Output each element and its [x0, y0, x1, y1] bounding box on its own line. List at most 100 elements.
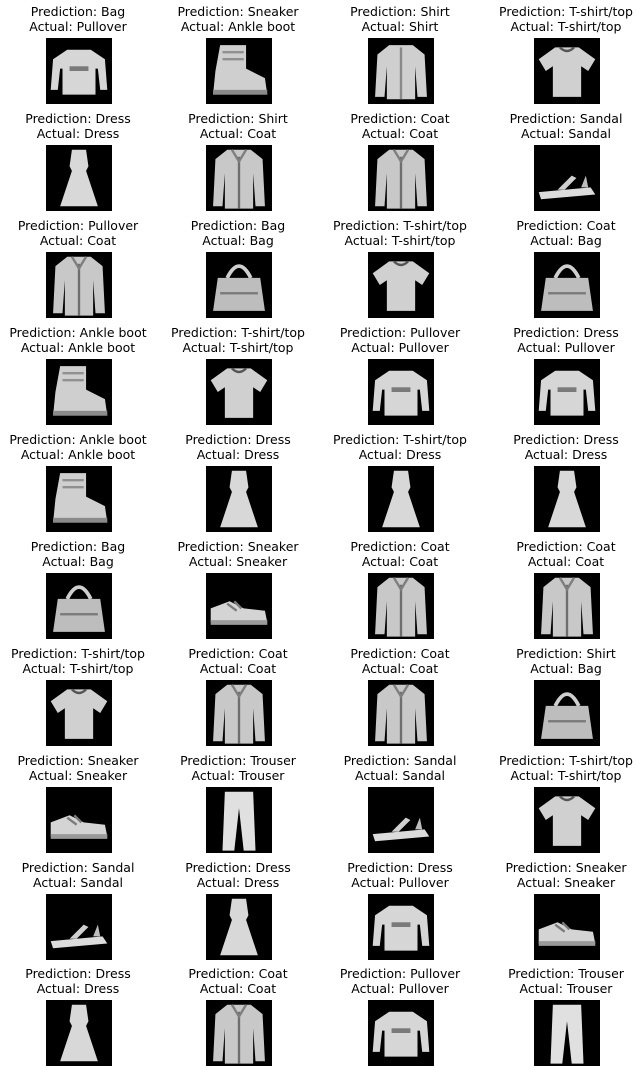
actual-label: Actual: Ankle boot: [20, 447, 136, 462]
sample-cell: Prediction: T-shirt/top Actual: T-shirt/t…: [487, 749, 637, 853]
sneaker-icon: [210, 600, 267, 625]
sample-cell: Prediction: T-shirt/top Actual: T-shirt/t…: [487, 0, 637, 104]
sample-caption: Prediction: Bag Actual: Bag: [159, 218, 318, 248]
dress-icon: [59, 149, 98, 207]
prediction-label: Prediction: Dress: [25, 111, 131, 126]
sample-caption: Prediction: Sandal Actual: Sandal: [487, 111, 637, 141]
sample-image: [533, 573, 600, 639]
sample-cell: Prediction: Dress Actual: Dress: [159, 856, 318, 960]
tshirt-icon: [50, 688, 107, 739]
actual-label: Actual: Bag: [530, 233, 602, 248]
tshirt-icon: [210, 367, 267, 418]
sample-caption: Prediction: Dress Actual: Dress: [487, 432, 637, 462]
sample-cell: Prediction: Bag Actual: Bag: [159, 214, 318, 318]
trouser-icon: [222, 791, 255, 851]
actual-label: Actual: Coat: [39, 233, 117, 248]
actual-label: Actual: Sandal: [33, 875, 123, 890]
sample-caption: Prediction: Sneaker Actual: Sneaker: [159, 539, 318, 569]
sample-caption: Prediction: Coat Actual: Coat: [487, 539, 637, 569]
actual-label: Actual: Sneaker: [188, 554, 288, 569]
prediction-label: Prediction: Sneaker: [17, 753, 139, 768]
sneaker-icon: [50, 814, 107, 839]
prediction-label: Prediction: T-shirt/top: [333, 218, 467, 233]
sandal-icon: [372, 817, 429, 842]
sample-caption: Prediction: Dress Actual: Pullover: [321, 860, 480, 890]
sample-image: [533, 680, 600, 746]
prediction-label: Prediction: Sandal: [509, 111, 623, 126]
sample-cell: Prediction: Dress Actual: Dress: [0, 962, 158, 1066]
sample-image: [367, 573, 434, 639]
actual-label: Actual: Pullover: [351, 981, 449, 996]
actual-label: Actual: T-shirt/top: [182, 340, 294, 355]
sample-caption: Prediction: Ankle boot Actual: Ankle boot: [0, 325, 158, 355]
actual-label: Actual: Pullover: [29, 19, 127, 34]
sample-cell: Prediction: Sneaker Actual: Sneaker: [159, 535, 318, 639]
sample-caption: Prediction: Trouser Actual: Trouser: [487, 966, 637, 996]
dress-icon: [59, 1004, 98, 1062]
sample-image: [367, 787, 434, 853]
sample-image: [205, 573, 272, 639]
prediction-label: Prediction: T-shirt/top: [499, 753, 633, 768]
sample-cell: Prediction: Pullover Actual: Pullover: [321, 962, 480, 1066]
sample-cell: Prediction: Dress Actual: Pullover: [487, 321, 637, 425]
sample-image: [45, 252, 112, 318]
prediction-label: Prediction: Shirt: [188, 111, 288, 126]
sample-caption: Prediction: Trouser Actual: Trouser: [159, 753, 318, 783]
actual-label: Actual: Ankle boot: [20, 340, 136, 355]
actual-label: Actual: Pullover: [351, 875, 449, 890]
prediction-label: Prediction: T-shirt/top: [499, 4, 633, 19]
sample-caption: Prediction: T-shirt/top Actual: Dress: [321, 432, 480, 462]
sample-cell: Prediction: T-shirt/top Actual: Dress: [321, 428, 480, 532]
prediction-label: Prediction: Trouser: [180, 753, 296, 768]
sample-caption: Prediction: Pullover Actual: Pullover: [321, 325, 480, 355]
sample-caption: Prediction: Shirt Actual: Coat: [159, 111, 318, 141]
prediction-label: Prediction: Bag: [190, 218, 286, 233]
sample-caption: Prediction: T-shirt/top Actual: T-shirt/t…: [321, 218, 480, 248]
sample-cell: Prediction: Dress Actual: Dress: [487, 428, 637, 532]
sample-cell: Prediction: Shirt Actual: Bag: [487, 642, 637, 746]
actual-label: Actual: Trouser: [519, 981, 613, 996]
sample-cell: Prediction: T-shirt/top Actual: T-shirt/t…: [0, 642, 158, 746]
sample-caption: Prediction: Pullover Actual: Pullover: [321, 966, 480, 996]
actual-label: Actual: T-shirt/top: [510, 768, 622, 783]
sample-cell: Prediction: Dress Actual: Dress: [0, 107, 158, 211]
sample-caption: Prediction: Coat Actual: Coat: [321, 539, 480, 569]
coat-icon: [374, 684, 427, 744]
prediction-label: Prediction: Coat: [350, 539, 450, 554]
sample-image: [205, 145, 272, 211]
prediction-label: Prediction: Shirt: [516, 646, 616, 661]
sample-cell: Prediction: Coat Actual: Bag: [487, 214, 637, 318]
prediction-label: Prediction: Ankle boot: [9, 325, 147, 340]
sample-image: [205, 38, 272, 104]
sample-image: [45, 359, 112, 425]
sample-caption: Prediction: Dress Actual: Dress: [0, 111, 158, 141]
sample-caption: Prediction: Bag Actual: Bag: [0, 539, 158, 569]
sample-caption: Prediction: Sandal Actual: Sandal: [0, 860, 158, 890]
actual-label: Actual: Sandal: [355, 768, 445, 783]
prediction-label: Prediction: Pullover: [17, 218, 139, 233]
sample-image: [45, 894, 112, 960]
sandal-icon: [50, 924, 107, 949]
prediction-label: Prediction: Pullover: [339, 966, 461, 981]
prediction-label: Prediction: Dress: [185, 860, 291, 875]
actual-label: Actual: Bag: [202, 233, 274, 248]
sample-caption: Prediction: Coat Actual: Bag: [487, 218, 637, 248]
sample-caption: Prediction: Shirt Actual: Bag: [487, 646, 637, 676]
sample-cell: Prediction: T-shirt/top Actual: T-shirt/t…: [159, 321, 318, 425]
prediction-label: Prediction: Shirt: [350, 4, 450, 19]
sample-cell: Prediction: Bag Actual: Bag: [0, 535, 158, 639]
sample-image: [45, 787, 112, 853]
sample-cell: Prediction: Coat Actual: Coat: [487, 535, 637, 639]
sample-image: [45, 145, 112, 211]
actual-label: Actual: T-shirt/top: [344, 233, 456, 248]
sample-caption: Prediction: T-shirt/top Actual: T-shirt/t…: [487, 753, 637, 783]
actual-label: Actual: Dress: [36, 126, 120, 141]
prediction-label: Prediction: Ankle boot: [9, 432, 147, 447]
prediction-label: Prediction: Dress: [25, 966, 131, 981]
pullover-icon: [372, 370, 429, 416]
sample-cell: Prediction: Coat Actual: Coat: [321, 535, 480, 639]
dress-icon: [381, 470, 420, 528]
coat-icon: [52, 256, 105, 316]
sample-image: [367, 894, 434, 960]
sample-cell: Prediction: Shirt Actual: Coat: [159, 107, 318, 211]
